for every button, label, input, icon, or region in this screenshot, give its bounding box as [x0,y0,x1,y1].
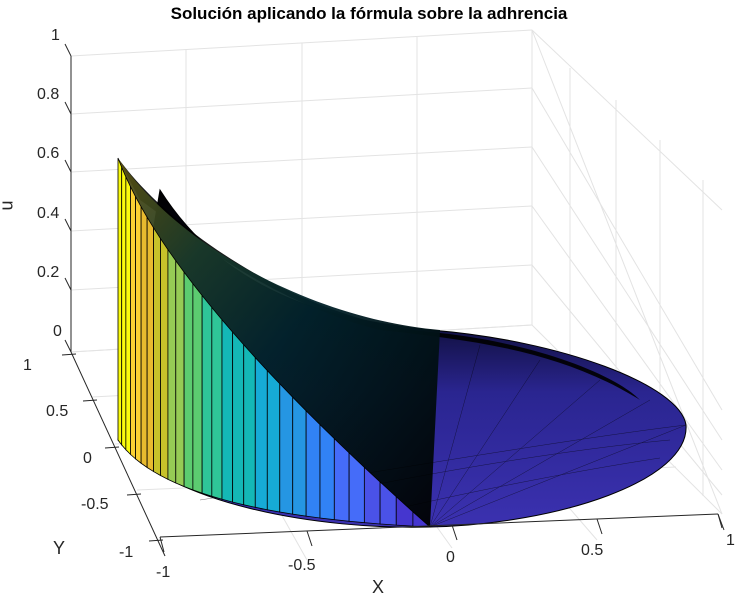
y-tick-label: -1 [119,544,134,561]
wall-panel [211,306,223,500]
y-tick-label: 0 [83,450,92,467]
z-tick-label: 0 [53,323,62,340]
y-tick-label: -0.5 [81,496,109,513]
x-tick-label: 0 [446,549,455,566]
x-tick-label: -0.5 [288,557,316,574]
z-tick-label: 0.6 [37,145,60,162]
axes-lines [61,43,725,557]
z-tick-label: 0.8 [37,86,60,103]
wall-panel [130,186,136,460]
wall-panel [221,318,234,503]
wall-panel [232,331,245,506]
wall-panel [266,369,281,513]
wall-panel [117,157,123,447]
z-tick-label: 0.4 [37,205,60,222]
wall-panel [279,382,294,515]
x-tick-label: -1 [156,564,171,581]
chart-title: Solución aplicando la fórmula sobre la a… [170,4,568,23]
wall-panel [160,237,169,480]
z-axis-label: u [0,200,18,210]
wall-panel [125,176,131,456]
wall-panel [175,259,185,488]
wall-panel [319,423,335,521]
y-axis-label: Y [53,538,66,558]
wall-panel [201,294,213,497]
wall-panel [333,437,350,522]
wall-panel [140,205,148,469]
z-tick-label: 0.2 [37,264,60,281]
y-tick-label: 0.5 [46,403,69,420]
x-tick-label: 1 [726,532,735,549]
wall-panel [153,226,161,477]
wall-panel [243,343,256,508]
surface-wall [117,157,432,528]
wall-panel [254,356,268,511]
y-tick-label: 1 [23,357,32,374]
x-axis-label: X [372,577,385,597]
wall-panel [292,396,307,517]
wall-panel [135,196,142,465]
x-tick-label: 0.5 [581,542,604,559]
wall-panel [192,282,203,494]
z-tick-label: 1 [51,27,60,44]
wall-panel [305,409,321,519]
wall-panel [146,215,154,473]
wall-panel [183,270,194,491]
wall-panel [121,167,127,451]
wall-panel [167,248,177,484]
